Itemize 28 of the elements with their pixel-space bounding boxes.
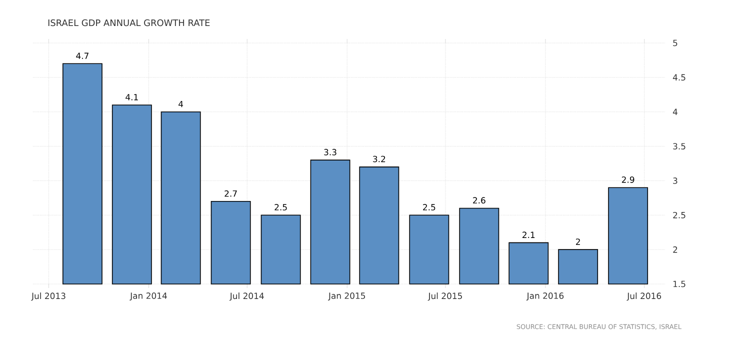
y-tick-label: 1.5 [673, 280, 686, 288]
data-label: 3.2 [373, 156, 386, 162]
data-label: 2.5 [423, 204, 436, 210]
x-tick-label: Jul 2014 [229, 292, 264, 301]
data-label: 3.3 [324, 148, 336, 156]
data-label: 2.5 [274, 204, 287, 210]
data-label: 2.6 [473, 197, 486, 204]
data-label: 4 [178, 100, 184, 108]
x-tick-label: Jan 2016 [526, 292, 564, 301]
x-tick-label: Jul 2015 [428, 292, 462, 301]
y-tick-label: 2 [673, 246, 678, 253]
data-label: 2.7 [224, 190, 237, 197]
y-tick-label: 5 [673, 40, 678, 46]
data-label: 4.1 [126, 94, 138, 100]
x-tick-label: Jan 2014 [130, 292, 167, 301]
x-tick-label: Jul 2016 [626, 292, 662, 301]
x-tick-label: Jul 2013 [31, 292, 66, 301]
x-tick-label: Jan 2015 [328, 292, 365, 301]
data-label: 4.7 [76, 52, 88, 59]
y-tick-label: 3.5 [673, 143, 686, 150]
data-label: 2.9 [622, 176, 634, 183]
y-tick-label: 4.5 [672, 74, 686, 81]
y-tick-label: 4 [672, 108, 678, 115]
data-label: 2 [576, 238, 580, 245]
data-label: 2.1 [522, 232, 535, 238]
y-tick-label: 2.5 [673, 212, 686, 218]
chart-title: ISRAEL GDP ANNUAL GROWTH RATE [48, 19, 210, 26]
y-tick-label: 3 [673, 178, 678, 184]
